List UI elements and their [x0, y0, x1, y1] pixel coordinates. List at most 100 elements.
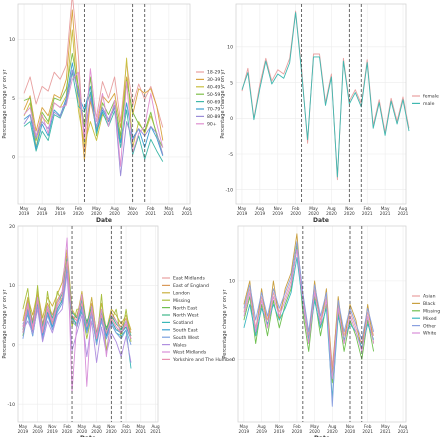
chart-panel-1: 0510May2019Aug2019Nov2019Feb2020May2020A… [2, 0, 220, 224]
y-tick-label: 0 [12, 343, 15, 349]
x-tick-label: Aug [151, 424, 160, 429]
x-tick-label: 2020 [290, 211, 301, 216]
legend-label: Black [423, 301, 436, 307]
series-line [23, 68, 164, 167]
legend-label: 30-39 [207, 77, 220, 83]
x-tick-label: 2020 [326, 211, 337, 216]
legend-label: East Midlands [173, 276, 205, 282]
series-line [241, 12, 410, 178]
x-tick-label: Nov [56, 206, 65, 211]
y-axis-label: Percentage change yr on yr [2, 68, 8, 138]
legend-label: 50-59 [207, 92, 220, 98]
legend-label: Wales [173, 342, 187, 348]
y-axis-label: Percentage change yr on yr [220, 68, 226, 138]
x-tick-label: 2021 [362, 429, 373, 434]
x-tick-label: May [238, 206, 247, 211]
x-tick-label: Feb [147, 206, 155, 211]
y-tick-label: 10 [229, 279, 235, 285]
legend-label: Yorkshire and The Humber [172, 357, 234, 363]
y-tick-label: -10 [225, 188, 233, 194]
plot-frame [235, 3, 407, 205]
x-tick-label: 2021 [182, 211, 193, 216]
x-tick-label: 2020 [308, 211, 319, 216]
x-tick-label: Nov [48, 424, 57, 429]
y-tick-label: -5 [228, 152, 233, 158]
x-tick-label: Aug [110, 206, 119, 211]
x-tick-label: Aug [328, 424, 337, 429]
x-tick-label: 2020 [91, 429, 102, 434]
chart-panel-3: -1001020May2019Aug2019Nov2019Feb2020May2… [2, 224, 234, 437]
legend-label: 60-69 [207, 99, 220, 105]
legend-label: Scotland [173, 320, 193, 326]
legend-label: 90+ [207, 122, 217, 128]
legend-label: male [423, 101, 435, 107]
x-tick-label: 2020 [327, 429, 338, 434]
x-tick-label: Feb [122, 424, 130, 429]
x-tick-label: 2021 [135, 429, 146, 434]
x-tick-label: 2021 [362, 211, 373, 216]
x-tick-label: 2019 [256, 429, 267, 434]
x-axis-label: Date [313, 217, 329, 224]
series-line [23, 29, 164, 155]
series-line [243, 245, 375, 384]
y-tick-label: 0 [230, 116, 233, 122]
x-tick-label: Feb [75, 206, 83, 211]
legend-label: Missing [423, 309, 440, 315]
x-tick-label: 2020 [127, 211, 138, 216]
x-tick-label: May [310, 424, 319, 429]
x-tick-label: May [19, 424, 28, 429]
y-axis-label: Percentage change yr on yr [2, 288, 8, 358]
x-tick-label: 2019 [274, 429, 285, 434]
legend-label: Mixed [423, 316, 437, 322]
legend-label: White [423, 331, 437, 337]
x-tick-label: 2019 [47, 429, 58, 434]
x-tick-label: 2020 [73, 211, 84, 216]
x-tick-label: Feb [293, 424, 301, 429]
series-line [243, 241, 375, 407]
x-tick-label: 2020 [344, 211, 355, 216]
x-tick-label: 2019 [19, 211, 30, 216]
legend-label: 18-29 [207, 70, 220, 76]
plot-frame [17, 3, 191, 205]
legend-label: Missing [173, 298, 190, 304]
series-line [23, 62, 164, 156]
legend-label: Asian [423, 294, 436, 300]
x-tick-label: 2019 [37, 211, 48, 216]
legend-label: 70-79 [207, 107, 220, 113]
x-tick-label: Aug [256, 206, 265, 211]
x-tick-label: May [309, 206, 318, 211]
x-tick-label: Feb [292, 206, 300, 211]
chart-panel-2: -10-50510May2019Aug2019Nov2019Feb2020May… [220, 3, 439, 224]
y-tick-label: 5 [230, 80, 233, 86]
series-line [22, 261, 132, 340]
x-tick-label: Aug [399, 424, 408, 429]
x-tick-label: 2021 [164, 211, 175, 216]
x-tick-label: 2020 [91, 211, 102, 216]
x-tick-label: 2021 [150, 429, 161, 434]
x-tick-label: May [165, 206, 174, 211]
y-tick-label: -10 [7, 402, 15, 408]
x-tick-label: Nov [346, 424, 355, 429]
x-tick-label: 2019 [55, 211, 66, 216]
legend-label: 80-89 [207, 114, 220, 120]
series-line [22, 273, 132, 364]
legend-label: female [423, 94, 439, 100]
plot-frame [237, 225, 407, 423]
legend-label: North East [173, 305, 197, 311]
x-tick-label: Nov [107, 424, 116, 429]
x-axis-label: Date [96, 217, 112, 224]
x-tick-label: 2020 [292, 429, 303, 434]
x-tick-label: May [240, 424, 249, 429]
x-tick-label: May [92, 206, 101, 211]
legend-label: South East [173, 328, 198, 334]
x-tick-label: 2020 [345, 429, 356, 434]
x-tick-label: Nov [274, 206, 283, 211]
x-tick-label: Nov [275, 424, 284, 429]
x-tick-label: May [381, 206, 390, 211]
legend-label: North West [173, 313, 199, 319]
x-tick-label: May [381, 424, 390, 429]
